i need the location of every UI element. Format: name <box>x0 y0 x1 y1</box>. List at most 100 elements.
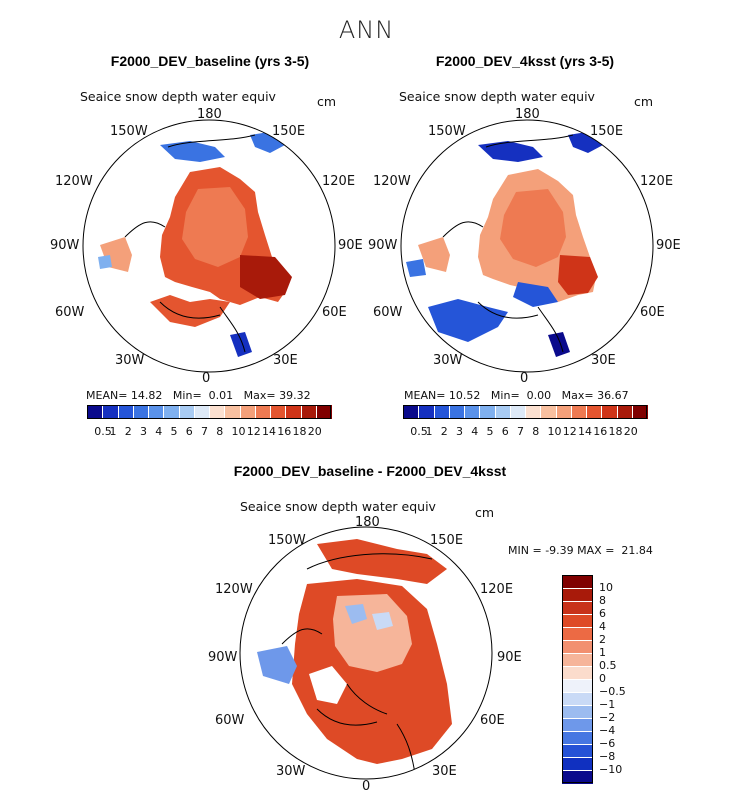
p3-colorbar-label: −2 <box>599 711 616 724</box>
p2-lon-150e: 150E <box>590 124 624 139</box>
p1-max-value: 39.32 <box>279 389 311 402</box>
panel1-bering-sea <box>160 141 225 162</box>
p2-colorbar-swatch <box>570 405 587 419</box>
panel2-map <box>400 119 654 373</box>
p1-lon-120e: 120E <box>322 174 356 189</box>
p2-colorbar-label: 20 <box>623 425 638 438</box>
p2-mean-value: 10.52 <box>448 389 481 402</box>
p1-colorbar-swatch <box>178 405 195 419</box>
panel1-barents-high <box>240 255 292 299</box>
p2-colorbar-swatch <box>464 405 480 419</box>
p3-colorbar-label: −1 <box>599 698 616 711</box>
p1-min-label: Min= <box>172 389 202 402</box>
p3-colorbar-swatch <box>562 627 593 641</box>
p3-min-value: -9.39 <box>545 544 574 557</box>
panel2-bering-sea <box>478 141 543 162</box>
p3-colorbar-label: 4 <box>599 620 606 633</box>
panel2-stats: MEAN= 10.52 Min= 0.00 Max= 36.67 <box>404 389 629 402</box>
p2-lon-30e: 30E <box>591 353 616 368</box>
p2-colorbar-swatch <box>509 405 526 419</box>
p1-colorbar-label: 14 <box>262 425 276 438</box>
p1-max-label: Max= <box>243 389 276 402</box>
p1-colorbar-label: 18 <box>292 425 307 438</box>
p3-lon-150e: 150E <box>430 533 464 548</box>
p3-lon-30w: 30W <box>276 764 306 779</box>
p1-colorbar-swatch <box>132 405 149 419</box>
p1-colorbar-swatch <box>285 405 301 419</box>
panel3-colorbar-labels: 10 8 6 4 2 1 0.5 0 −0.5 −1 −2 −4 −6 −8 −10 <box>597 575 647 783</box>
p1-colorbar-label: 16 <box>277 425 292 438</box>
panel2-baltic <box>548 332 570 357</box>
panel2-colorbar <box>403 405 648 419</box>
panel1-map <box>82 119 336 373</box>
p2-colorbar-swatch <box>433 405 450 419</box>
p1-lon-60w: 60W <box>55 305 85 320</box>
p3-lon-30e: 30E <box>432 764 457 779</box>
p2-colorbar-swatch <box>601 405 617 419</box>
p1-colorbar-swatch <box>300 405 317 419</box>
p1-colorbar-label: 20 <box>307 425 322 438</box>
p1-lon-0: 0 <box>202 371 211 386</box>
p3-lon-90e: 90E <box>497 650 522 665</box>
p3-colorbar-label: −6 <box>599 737 616 750</box>
p1-colorbar-label: 8 <box>216 425 224 438</box>
panel3-units: cm <box>475 505 495 520</box>
p2-colorbar-label: 8 <box>532 425 540 438</box>
p1-colorbar-swatch <box>117 405 134 419</box>
p1-colorbar-label: 6 <box>185 425 193 438</box>
p2-max-value: 36.67 <box>597 389 629 402</box>
p1-colorbar-swatch <box>224 405 240 419</box>
p3-colorbar-swatch <box>562 757 593 771</box>
p1-mean-label: MEAN= <box>86 389 128 402</box>
panel2-title: F2000_DEV_4ksst (yrs 3-5) <box>435 53 615 69</box>
p3-colorbar-label: 10 <box>599 581 613 594</box>
p1-colorbar-swatch <box>254 405 271 419</box>
p3-colorbar-label: −10 <box>599 763 623 776</box>
p2-min-value: 0.00 <box>526 389 552 402</box>
p2-lon-60e: 60E <box>640 305 665 320</box>
p2-colorbar-swatch <box>555 405 572 419</box>
p1-lon-30w: 30W <box>115 353 145 368</box>
p2-colorbar-swatch <box>418 405 434 419</box>
panel3-title: F2000_DEV_baseline - F2000_DEV_4ksst <box>233 463 507 479</box>
p2-colorbar-swatch <box>448 405 465 419</box>
p1-lon-180: 180 <box>197 107 222 122</box>
p3-colorbar-label: 6 <box>599 607 606 620</box>
panel1-units: cm <box>317 94 337 109</box>
p1-colorbar-label: 2 <box>124 425 132 438</box>
p2-colorbar-label: 5 <box>486 425 494 438</box>
p3-colorbar-swatch <box>562 705 593 719</box>
p3-lon-180: 180 <box>355 515 380 530</box>
p2-colorbar-swatch <box>403 405 419 419</box>
p3-colorbar-swatch <box>562 640 593 654</box>
panel3-greenland-white <box>309 666 347 704</box>
p2-colorbar-swatch <box>479 405 495 419</box>
p3-lon-90w: 90W <box>208 650 238 665</box>
p3-colorbar-label: −4 <box>599 724 616 737</box>
panel3-stats: MIN = -9.39 MAX = 21.84 <box>508 544 653 557</box>
panel3-arctic-field <box>292 579 452 764</box>
p1-colorbar-swatch <box>87 405 103 419</box>
panel2-colorbar-labels: 0.5 1 2 3 4 5 6 7 8 10 12 14 16 18 20 <box>403 425 647 441</box>
p2-lon-60w: 60W <box>373 305 403 320</box>
p1-lon-30e: 30E <box>273 353 298 368</box>
p3-lon-0: 0 <box>362 779 371 794</box>
p1-colorbar-swatch <box>315 405 332 419</box>
panel3-hudson-low <box>257 646 297 684</box>
p3-colorbar-swatch <box>562 614 593 628</box>
p3-colorbar-swatch <box>562 588 593 602</box>
p1-colorbar-label: 0.5 <box>94 425 112 438</box>
p3-colorbar-swatch <box>562 692 593 706</box>
p3-colorbar-swatch <box>562 575 593 589</box>
panel2-barents-high <box>558 255 598 295</box>
panel1-colorbar-labels: 0.5 1 2 3 4 5 6 7 8 10 12 14 16 18 20 <box>87 425 331 441</box>
p2-lon-150w: 150W <box>428 124 466 139</box>
p2-colorbar-label: 7 <box>517 425 524 438</box>
p2-colorbar-label: 2 <box>440 425 448 438</box>
panel1-hudson-low <box>98 255 112 269</box>
p2-lon-180: 180 <box>515 107 540 122</box>
p1-mean-value: 14.82 <box>130 389 163 402</box>
p2-lon-120e: 120E <box>640 174 674 189</box>
p3-colorbar-label: 8 <box>599 594 606 607</box>
p2-colorbar-label: 12 <box>562 425 577 438</box>
